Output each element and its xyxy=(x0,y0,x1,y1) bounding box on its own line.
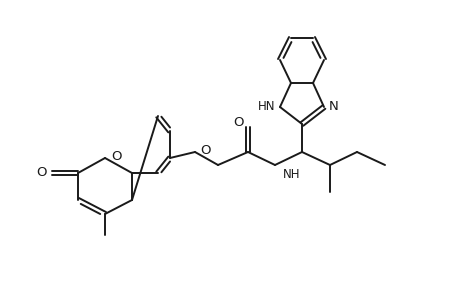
Text: HN: HN xyxy=(257,100,275,113)
Text: NH: NH xyxy=(283,168,300,181)
Text: O: O xyxy=(36,167,47,179)
Text: N: N xyxy=(329,100,339,113)
Text: O: O xyxy=(111,150,122,162)
Text: O: O xyxy=(200,144,211,156)
Text: O: O xyxy=(233,117,244,130)
